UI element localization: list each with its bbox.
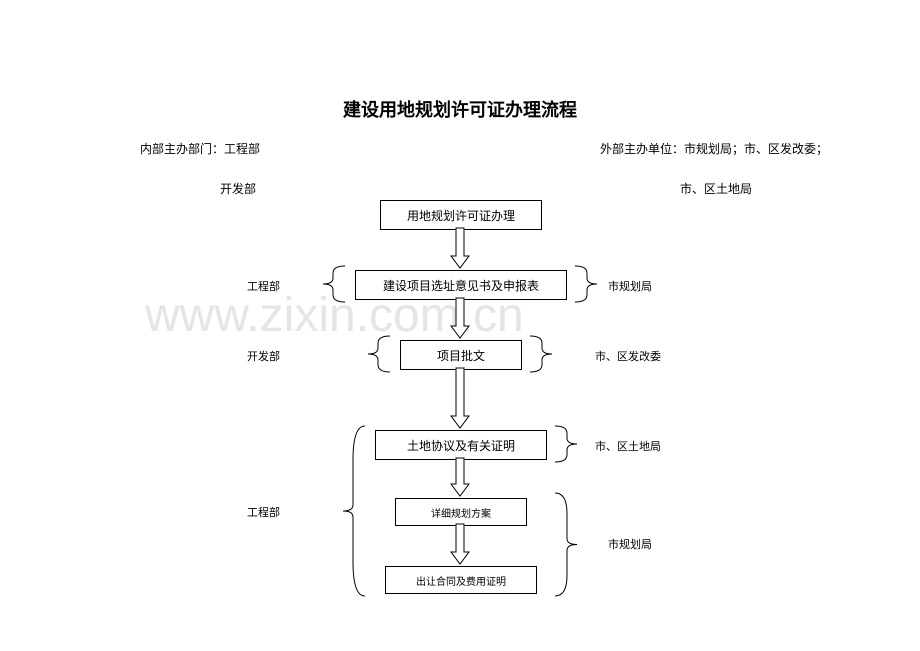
brace-label: 市规划局 — [608, 536, 652, 552]
flow-node: 建设项目选址意见书及申报表 — [355, 270, 567, 300]
header-left-2: 开发部 — [220, 180, 256, 197]
flow-node: 土地协议及有关证明 — [375, 430, 547, 460]
flow-node: 项目批文 — [400, 340, 522, 370]
header-left-1: 内部主办部门：工程部 — [140, 140, 260, 157]
flow-node: 用地规划许可证办理 — [380, 200, 542, 230]
brace-label: 市规划局 — [608, 278, 652, 294]
brace-label: 开发部 — [247, 348, 280, 364]
page-title: 建设用地规划许可证办理流程 — [0, 96, 920, 122]
flow-node: 出让合同及费用证明 — [385, 566, 537, 594]
header-right-1: 外部主办单位：市规划局；市、区发改委； — [600, 140, 828, 157]
header-right-2: 市、区土地局 — [680, 180, 752, 197]
brace-label: 工程部 — [247, 504, 280, 520]
flow-node: 详细规划方案 — [395, 498, 527, 526]
brace-label: 工程部 — [247, 278, 280, 294]
brace-label: 市、区土地局 — [595, 438, 661, 454]
page: { "title": { "text": "建设用地规划许可证办理流程", "f… — [0, 0, 920, 651]
brace-label: 市、区发改委 — [595, 348, 661, 364]
